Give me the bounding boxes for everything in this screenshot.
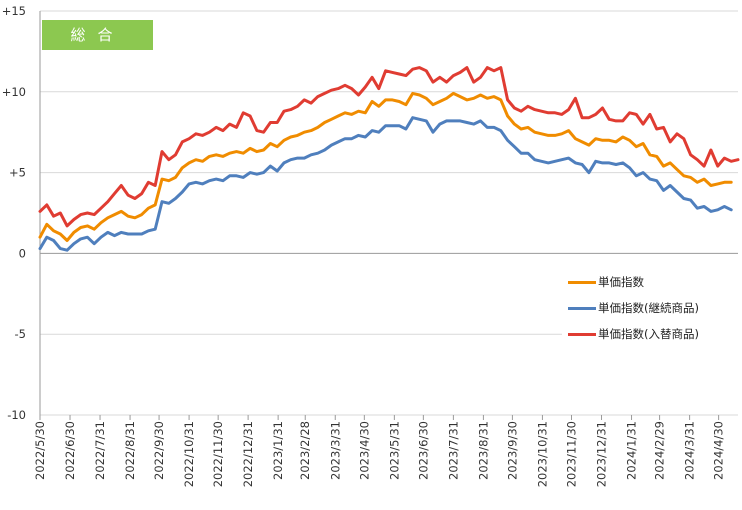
x-tick-label: 2022/6/30 bbox=[63, 421, 77, 480]
x-tick-label: 2023/10/31 bbox=[535, 421, 549, 487]
legend-swatch-unit-price-index bbox=[568, 281, 596, 284]
x-tick-label: 2023/7/31 bbox=[446, 421, 460, 480]
legend-item-continuing-products: 単価指数(継続商品) bbox=[562, 296, 742, 320]
x-tick-label: 2023/8/31 bbox=[476, 421, 490, 480]
x-tick-label: 2023/11/30 bbox=[564, 421, 578, 487]
y-tick-label: +10 bbox=[2, 85, 26, 99]
x-tick-label: 2023/6/30 bbox=[416, 421, 430, 480]
y-axis-tick-labels: +15 +10 +5 0 -5 -10 bbox=[2, 4, 26, 422]
legend-item-unit-price-index: 単価指数 bbox=[562, 270, 742, 294]
x-tick-label: 2022/7/31 bbox=[93, 421, 107, 480]
x-tick-label: 2023/2/28 bbox=[298, 421, 312, 480]
x-tick-label: 2023/3/31 bbox=[328, 421, 342, 480]
x-tick-label: 2024/1/31 bbox=[625, 421, 639, 480]
legend-swatch-continuing-products bbox=[568, 307, 596, 310]
series-line-1 bbox=[38, 91, 733, 242]
chart-series bbox=[38, 66, 740, 252]
legend-item-replacement-products: 単価指数(入替商品) bbox=[562, 322, 742, 346]
legend-label-continuing-products: 単価指数(継続商品) bbox=[598, 301, 699, 315]
x-tick-label: 2023/1/31 bbox=[271, 421, 285, 480]
x-tick-label: 2023/12/31 bbox=[595, 421, 609, 487]
y-tick-label: -5 bbox=[15, 327, 26, 341]
chart-category-badge: 総合 bbox=[42, 20, 153, 50]
y-tick-label: +15 bbox=[2, 4, 26, 18]
legend-swatch-replacement-products bbox=[568, 333, 596, 336]
x-axis: 2022/5/30 2022/6/30 2022/7/31 2022/8/31 2022… bbox=[33, 415, 726, 487]
x-tick-label: 2024/3/31 bbox=[683, 421, 697, 480]
y-tick-label: +5 bbox=[9, 166, 26, 180]
x-tick-label: 2024/4/30 bbox=[712, 421, 726, 480]
legend-label-replacement-products: 単価指数(入替商品) bbox=[598, 327, 699, 341]
series-line-3 bbox=[38, 66, 740, 228]
x-tick-label: 2022/5/30 bbox=[33, 421, 47, 480]
x-tick-label: 2022/11/30 bbox=[211, 421, 225, 487]
chart-legend: 単価指数 単価指数(継続商品) 単価指数(入替商品) bbox=[562, 270, 742, 348]
legend-label-unit-price-index: 単価指数 bbox=[598, 275, 644, 289]
y-tick-label: 0 bbox=[19, 246, 26, 260]
x-tick-label: 2022/12/31 bbox=[241, 421, 255, 487]
x-tick-label: 2024/2/29 bbox=[653, 421, 667, 480]
x-tick-label: 2023/5/31 bbox=[387, 421, 401, 480]
series-line-2 bbox=[38, 116, 733, 252]
x-tick-label: 2023/4/30 bbox=[357, 421, 371, 480]
x-tick-label: 2023/9/30 bbox=[505, 421, 519, 480]
x-tick-label: 2022/8/31 bbox=[123, 421, 137, 480]
x-tick-label: 2022/9/30 bbox=[152, 421, 166, 480]
x-tick-label: 2022/10/31 bbox=[182, 421, 196, 487]
y-tick-label: -10 bbox=[7, 408, 26, 422]
